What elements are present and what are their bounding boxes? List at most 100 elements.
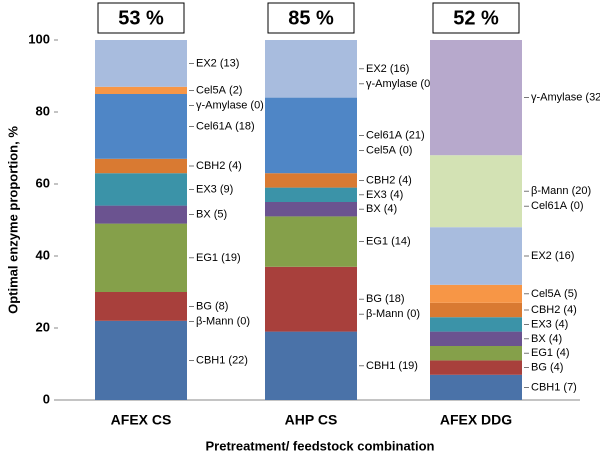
segment-value-label: (20) [572, 185, 592, 197]
segment-name: EX2 [531, 250, 552, 262]
top-label-box [432, 2, 520, 34]
segment-value-label: (5) [214, 209, 227, 221]
segment-label: BX (5) [196, 209, 227, 221]
segment-value-label: (0) [399, 144, 412, 156]
segment-name: EX3 [531, 318, 552, 330]
segment-label: CBH1 (22) [196, 354, 248, 366]
segment-value-label: (19) [221, 252, 241, 264]
segment-label: CBH2 (4) [366, 174, 412, 186]
segment-label: CBH1 (7) [531, 381, 577, 393]
bar-segment [430, 360, 522, 375]
bar-segment [95, 94, 187, 159]
segment-name: Cel61A [531, 200, 568, 212]
segment-name: EX3 [366, 189, 387, 201]
segment-label: Cel5A (5) [531, 288, 577, 300]
segment-label: BG (8) [196, 300, 228, 312]
segment-value-label: (4) [228, 160, 241, 172]
segment-label: BG (18) [366, 293, 405, 305]
top-label: 85 % [288, 7, 334, 29]
segment-label: Cel61A (0) [531, 200, 584, 212]
top-label: 52 % [453, 7, 499, 29]
segment-value-label: (2) [229, 84, 242, 96]
segment-name: BX [366, 203, 381, 215]
segment-name: CBH2 [196, 160, 225, 172]
segment-name: γ-Amylase [196, 99, 247, 111]
segment-name: γ-Amylase [531, 92, 582, 104]
segment-label: EG1 (14) [366, 236, 411, 248]
segment-name: CBH1 [531, 381, 560, 393]
bar-segment [430, 374, 522, 400]
bar-segment [265, 173, 357, 188]
segment-label: Cel5A (0) [366, 144, 412, 156]
segment-label: CBH2 (4) [196, 160, 242, 172]
segment-value-label: (22) [228, 354, 248, 366]
segment-label: BX (4) [366, 203, 397, 215]
y-tick-label: 20 [36, 319, 50, 334]
segment-value-label: (18) [235, 120, 255, 132]
segment-name: EG1 [196, 252, 218, 264]
segment-label: EX2 (16) [366, 63, 409, 75]
segment-name: EG1 [531, 347, 553, 359]
segment-label: EX2 (16) [531, 250, 574, 262]
bar-segment [265, 187, 357, 202]
bar-segment [265, 202, 357, 217]
bar-segment [95, 292, 187, 321]
segment-value-label: (4) [390, 189, 403, 201]
bar-segment [265, 40, 357, 98]
y-tick-label: 0 [43, 391, 50, 406]
bar-segment [265, 266, 357, 332]
segment-value-label: (9) [220, 183, 233, 195]
segment-name: BX [531, 333, 546, 345]
segment-value-label: (21) [405, 129, 425, 141]
segment-name: γ-Amylase [366, 78, 417, 90]
segment-label: γ-Amylase (32) [531, 92, 600, 104]
segment-name: BG [366, 293, 382, 305]
segment-value-label: (4) [555, 318, 568, 330]
bar-segment [265, 97, 357, 174]
bar-segment [265, 216, 357, 267]
segment-name: EX2 [196, 57, 217, 69]
bar-segment [95, 173, 187, 206]
segment-value-label: (7) [563, 381, 576, 393]
segment-value-label: (4) [398, 174, 411, 186]
x-axis-title: Pretreatment/ feedstock combination [206, 438, 435, 453]
segment-value-label: (19) [398, 360, 418, 372]
segment-label: EX3 (4) [366, 189, 403, 201]
segment-label: BX (4) [531, 333, 562, 345]
bar-segment [430, 284, 522, 303]
y-tick-label: 60 [36, 175, 50, 190]
x-tick-label: AHP CS [285, 412, 338, 428]
segment-name: EX3 [196, 183, 217, 195]
segment-label: CBH2 (4) [531, 304, 577, 316]
bar-segment [430, 227, 522, 285]
bar-segment [95, 86, 187, 94]
segment-value-label: (0) [237, 315, 250, 327]
segment-label: β-Mann (0) [196, 315, 250, 327]
segment-name: BG [531, 362, 547, 374]
segment-value-label: (14) [391, 236, 411, 248]
bar-segment [430, 331, 522, 346]
top-label: 53 % [118, 7, 164, 29]
segment-name: CBH1 [366, 360, 395, 372]
bar-segment [430, 155, 522, 228]
segment-name: EX2 [366, 63, 387, 75]
segment-name: Cel5A [366, 144, 397, 156]
segment-name: BX [196, 209, 211, 221]
segment-value-label: (8) [215, 300, 228, 312]
segment-label: EX3 (4) [531, 318, 568, 330]
y-axis-title: Optimal enzyme proportion, % [5, 126, 20, 314]
bar-segment [95, 158, 187, 174]
segment-name: CBH2 [366, 174, 395, 186]
top-label-box [267, 2, 355, 34]
segment-label: Cel61A (18) [196, 120, 255, 132]
segment-label: EX2 (13) [196, 57, 239, 69]
segment-value-label: (4) [550, 362, 563, 374]
bar-segment [430, 40, 522, 156]
segment-value-label: (5) [564, 288, 577, 300]
segment-value-label: (4) [556, 347, 569, 359]
segment-value-label: (18) [385, 293, 405, 305]
bar-segment [265, 331, 357, 400]
segment-name: Cel61A [366, 129, 403, 141]
segment-label: EG1 (19) [196, 252, 241, 264]
